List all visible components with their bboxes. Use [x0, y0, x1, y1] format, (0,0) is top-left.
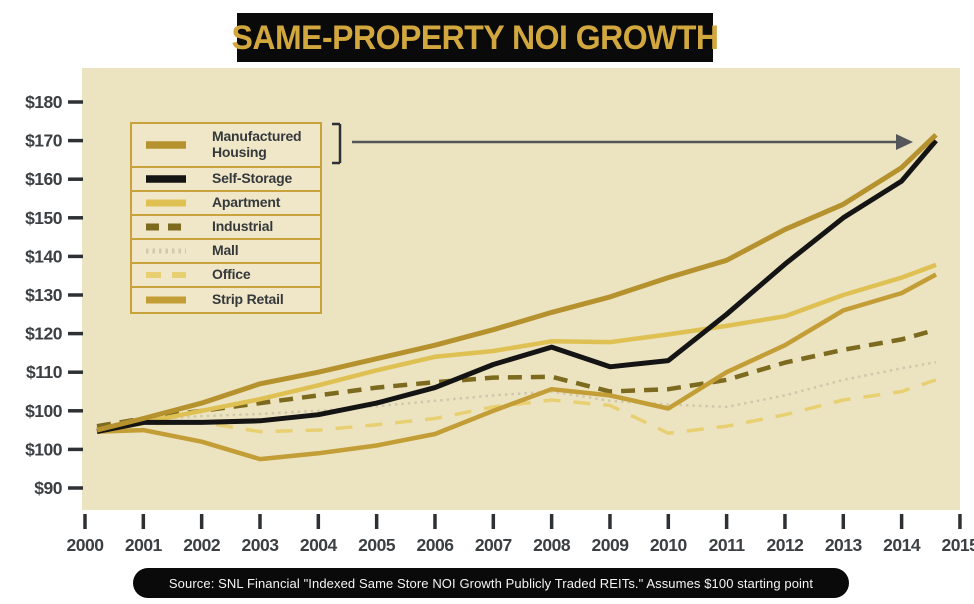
x-axis-label: 2001: [125, 535, 163, 555]
industrial-line-swatch-icon: [145, 222, 187, 232]
series-line-office: [96, 378, 937, 435]
office-line-swatch-icon: [145, 270, 187, 280]
legend-label: Apartment: [212, 194, 281, 211]
y-axis-label: $150: [25, 208, 63, 228]
series-line-self-storage: [96, 138, 938, 435]
x-axis-label: 2014: [883, 535, 921, 555]
y-axis-label: $100: [25, 401, 63, 421]
page-title: SAME-PROPERTY NOI GROWTH: [231, 17, 719, 57]
legend-label: Office: [212, 266, 251, 283]
mall-line-swatch-icon: [145, 246, 187, 256]
legend-item-self-storage: Self-Storage: [132, 168, 320, 192]
x-axis-label: 2007: [475, 535, 512, 555]
y-axis-label: $100: [25, 439, 63, 459]
x-axis-label: 2002: [183, 535, 221, 555]
x-axis-label: 2003: [242, 535, 280, 555]
y-axis-label: $160: [25, 169, 63, 189]
y-axis-label: $140: [25, 246, 63, 266]
x-axis-label: 2000: [67, 535, 105, 555]
x-axis-label: 2009: [592, 535, 630, 555]
series-line-industrial: [96, 327, 937, 429]
y-axis-label: $110: [26, 362, 63, 382]
series-line-apartment: [96, 262, 937, 433]
y-axis-label: $170: [25, 131, 63, 151]
series-line-manufactured-housing: [96, 132, 938, 433]
series-line-strip-retail: [96, 272, 938, 462]
x-axis-label: 2006: [417, 535, 455, 555]
x-axis-label: 2015: [941, 535, 974, 555]
x-axis-label: 2008: [533, 535, 571, 555]
legend-label: Manufactured Housing: [212, 128, 302, 160]
y-axis-label: $130: [25, 285, 63, 305]
self-storage-line-swatch-icon: [145, 174, 187, 184]
apartment-line-swatch-icon: [145, 198, 187, 208]
legend-label: Self-Storage: [212, 170, 293, 187]
title-box: SAME-PROPERTY NOI GROWTH: [232, 13, 719, 62]
series-line-mall: [96, 360, 937, 430]
y-axis-label: $180: [25, 92, 63, 112]
legend-label: Industrial: [212, 218, 274, 235]
source-note: Source: SNL Financial "Indexed Same Stor…: [168, 575, 814, 591]
legend-item-industrial: Industrial: [132, 216, 320, 240]
legend-label: Strip Retail: [212, 291, 284, 308]
source-pill: Source: SNL Financial "Indexed Same Stor…: [133, 568, 849, 598]
y-axis-label: $90: [34, 478, 62, 498]
legend-item-apartment: Apartment: [132, 192, 320, 216]
legend-item-manufactured-housing: Manufactured Housing: [132, 124, 320, 168]
legend-item-office: Office: [132, 264, 320, 288]
x-axis-label: 2013: [825, 535, 863, 555]
x-axis-label: 2005: [358, 535, 396, 555]
legend-label: Mall: [212, 242, 239, 259]
manufactured-housing-line-swatch-icon: [145, 140, 187, 150]
x-axis-label: 2012: [766, 535, 804, 555]
y-axis-label: $120: [25, 324, 63, 344]
x-axis-label: 2010: [650, 535, 688, 555]
legend-item-strip-retail: Strip Retail: [132, 288, 320, 312]
x-axis-label: 2004: [300, 535, 338, 555]
strip-retail-line-swatch-icon: [145, 295, 187, 305]
legend-item-mall: Mall: [132, 240, 320, 264]
x-axis-label: 2011: [709, 535, 746, 555]
legend-box: Manufactured Housing Self-Storage Apartm…: [130, 122, 322, 314]
